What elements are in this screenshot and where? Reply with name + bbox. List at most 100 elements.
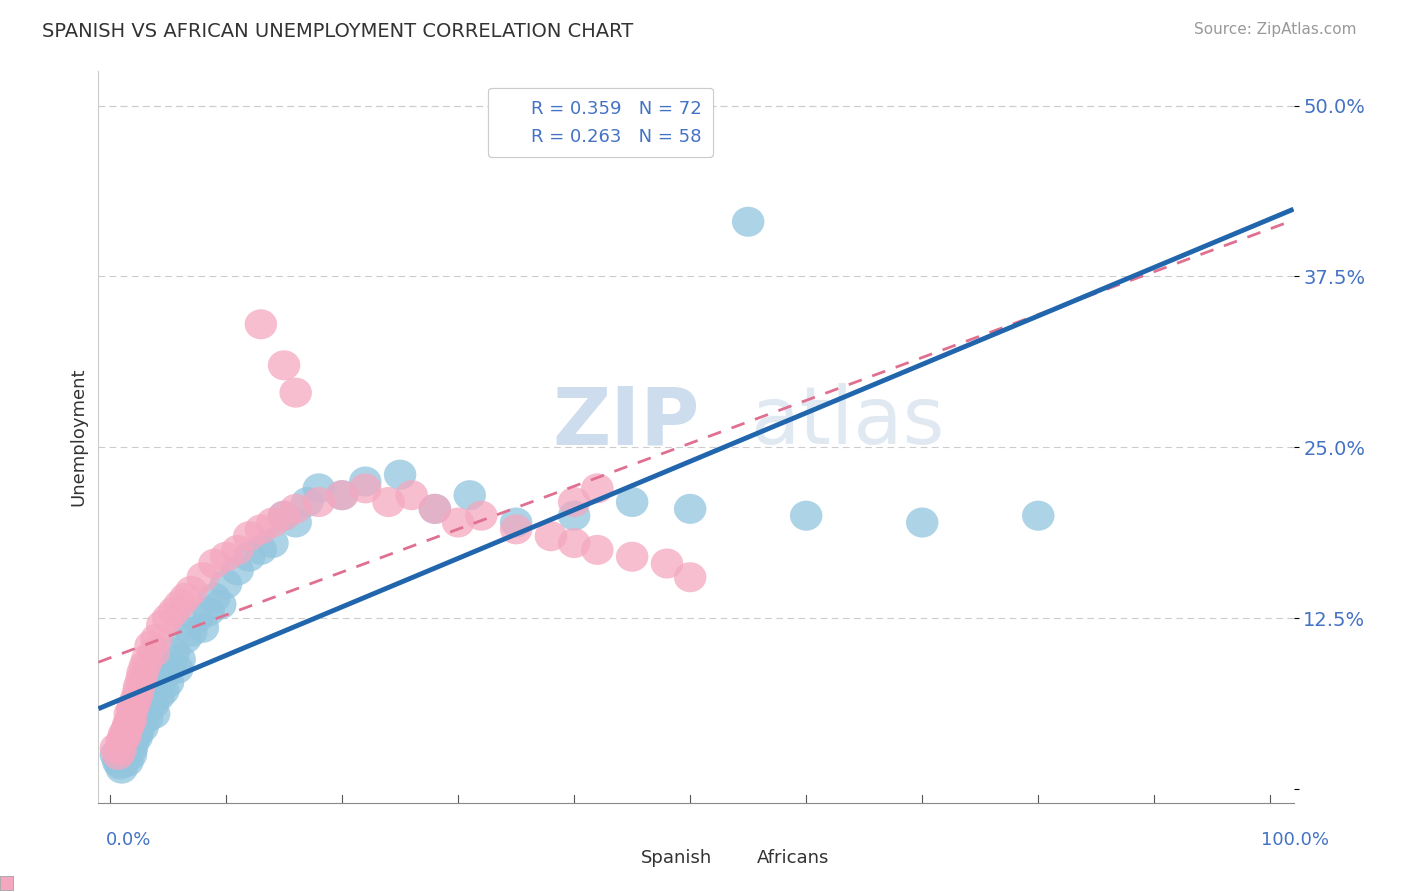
Ellipse shape (148, 675, 180, 706)
Ellipse shape (267, 500, 301, 531)
Ellipse shape (111, 747, 143, 777)
Ellipse shape (100, 733, 132, 764)
Ellipse shape (209, 569, 242, 599)
Ellipse shape (291, 487, 323, 517)
Ellipse shape (121, 723, 153, 752)
Ellipse shape (245, 310, 277, 339)
Ellipse shape (122, 679, 155, 708)
Ellipse shape (115, 733, 148, 764)
Ellipse shape (501, 508, 533, 538)
Ellipse shape (131, 644, 163, 674)
Ellipse shape (616, 541, 648, 572)
Ellipse shape (115, 706, 148, 736)
Ellipse shape (104, 749, 136, 780)
Ellipse shape (105, 733, 138, 764)
Ellipse shape (108, 720, 141, 749)
Ellipse shape (122, 716, 155, 747)
Ellipse shape (107, 739, 139, 770)
Ellipse shape (101, 747, 135, 777)
Text: atlas: atlas (749, 384, 943, 461)
Ellipse shape (187, 562, 219, 592)
Ellipse shape (162, 654, 194, 684)
Ellipse shape (198, 582, 231, 613)
Text: SPANISH VS AFRICAN UNEMPLOYMENT CORRELATION CHART: SPANISH VS AFRICAN UNEMPLOYMENT CORRELAT… (42, 22, 634, 41)
Ellipse shape (1022, 500, 1054, 531)
Ellipse shape (349, 467, 381, 497)
Ellipse shape (187, 613, 219, 643)
Ellipse shape (124, 706, 156, 736)
Ellipse shape (790, 500, 823, 531)
Legend: R = 0.359   N = 72, R = 0.263   N = 58: R = 0.359 N = 72, R = 0.263 N = 58 (488, 87, 713, 157)
Ellipse shape (534, 521, 567, 551)
Ellipse shape (673, 562, 706, 592)
Ellipse shape (673, 494, 706, 524)
Ellipse shape (117, 692, 149, 723)
Ellipse shape (581, 535, 613, 565)
Ellipse shape (146, 610, 179, 640)
Ellipse shape (127, 658, 159, 688)
Ellipse shape (280, 508, 312, 538)
Ellipse shape (105, 754, 138, 784)
Ellipse shape (157, 638, 190, 667)
Text: 0.0%: 0.0% (105, 831, 150, 849)
Ellipse shape (198, 549, 231, 579)
Ellipse shape (245, 515, 277, 544)
Ellipse shape (152, 603, 184, 633)
Ellipse shape (135, 631, 167, 661)
Ellipse shape (127, 713, 159, 743)
Ellipse shape (221, 535, 254, 565)
Ellipse shape (125, 699, 157, 729)
Ellipse shape (501, 515, 533, 544)
Ellipse shape (169, 582, 201, 613)
Ellipse shape (111, 726, 143, 756)
Ellipse shape (651, 549, 683, 579)
Ellipse shape (141, 624, 173, 654)
Ellipse shape (117, 726, 149, 756)
Ellipse shape (169, 624, 201, 654)
Ellipse shape (110, 733, 142, 764)
Ellipse shape (142, 681, 174, 711)
Ellipse shape (134, 685, 166, 715)
Ellipse shape (204, 590, 236, 620)
Ellipse shape (233, 521, 266, 551)
Ellipse shape (558, 528, 591, 558)
Ellipse shape (221, 556, 254, 585)
Ellipse shape (136, 690, 169, 720)
Ellipse shape (108, 736, 141, 766)
Ellipse shape (122, 708, 155, 739)
Ellipse shape (110, 716, 142, 747)
Ellipse shape (114, 699, 146, 729)
Ellipse shape (280, 377, 312, 408)
Ellipse shape (581, 474, 613, 503)
Ellipse shape (155, 651, 187, 681)
Ellipse shape (733, 207, 765, 236)
Ellipse shape (135, 679, 167, 708)
Text: Source: ZipAtlas.com: Source: ZipAtlas.com (1194, 22, 1357, 37)
Ellipse shape (419, 494, 451, 524)
Ellipse shape (111, 713, 143, 743)
Ellipse shape (349, 474, 381, 503)
Text: ZIP: ZIP (553, 384, 700, 461)
Ellipse shape (384, 459, 416, 490)
Ellipse shape (326, 480, 359, 510)
Ellipse shape (905, 508, 938, 538)
Ellipse shape (120, 713, 152, 743)
Ellipse shape (138, 699, 170, 729)
Ellipse shape (122, 672, 155, 702)
Ellipse shape (118, 720, 150, 749)
Ellipse shape (149, 658, 181, 688)
Y-axis label: Unemployment: Unemployment (69, 368, 87, 507)
Ellipse shape (138, 638, 170, 667)
Ellipse shape (233, 541, 266, 572)
Ellipse shape (558, 487, 591, 517)
Ellipse shape (141, 672, 173, 702)
Ellipse shape (115, 695, 148, 725)
Ellipse shape (128, 651, 162, 681)
Ellipse shape (454, 480, 486, 510)
Ellipse shape (112, 736, 145, 766)
Ellipse shape (302, 487, 335, 517)
Ellipse shape (465, 500, 498, 531)
Ellipse shape (181, 603, 214, 633)
Ellipse shape (129, 695, 162, 725)
Ellipse shape (209, 541, 242, 572)
